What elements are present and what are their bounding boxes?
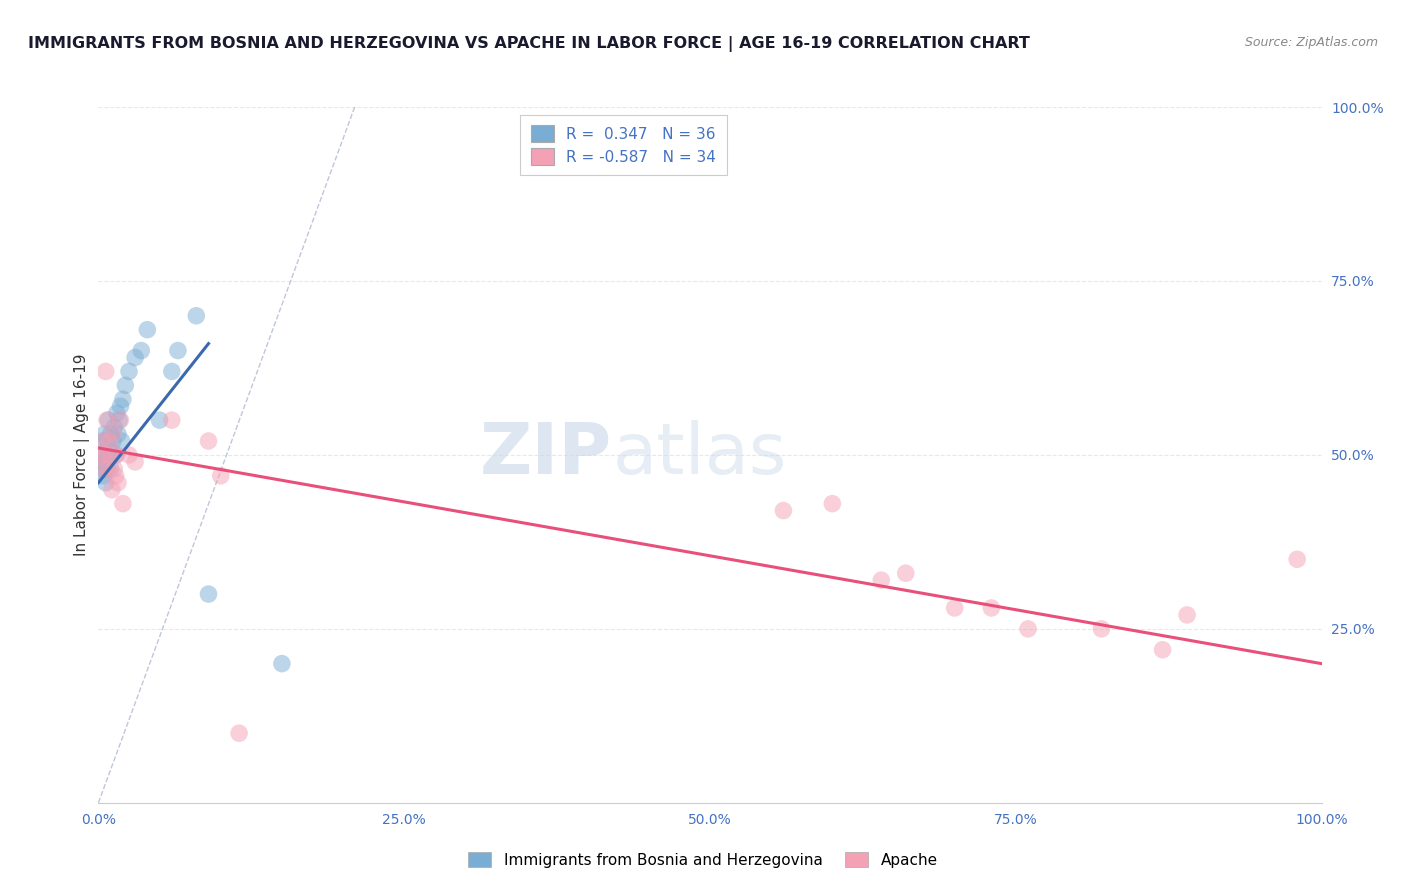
Point <box>1152 642 1174 657</box>
Point <box>114 378 136 392</box>
Point <box>94 475 117 490</box>
Point <box>1286 552 1309 566</box>
Point <box>980 601 1002 615</box>
Point <box>167 343 190 358</box>
Point <box>90 448 112 462</box>
Point <box>100 462 122 476</box>
Text: atlas: atlas <box>612 420 786 490</box>
Point <box>101 427 124 442</box>
Point <box>149 413 172 427</box>
Point <box>111 497 134 511</box>
Point <box>129 343 152 358</box>
Point <box>93 448 115 462</box>
Legend: R =  0.347   N = 36, R = -0.587   N = 34: R = 0.347 N = 36, R = -0.587 N = 34 <box>520 115 727 176</box>
Point <box>772 503 794 517</box>
Point <box>1017 622 1039 636</box>
Point <box>105 448 128 462</box>
Point <box>97 413 120 427</box>
Point <box>111 392 134 407</box>
Point <box>943 601 966 615</box>
Point <box>197 587 219 601</box>
Point <box>110 413 132 427</box>
Point <box>100 448 122 462</box>
Point <box>94 448 117 462</box>
Point <box>111 434 134 448</box>
Point <box>96 462 118 476</box>
Legend: Immigrants from Bosnia and Herzegovina, Apache: Immigrants from Bosnia and Herzegovina, … <box>461 844 945 875</box>
Point <box>93 427 115 442</box>
Point <box>228 726 250 740</box>
Point <box>186 309 208 323</box>
Point <box>209 468 232 483</box>
Point <box>93 455 115 469</box>
Point <box>96 434 118 448</box>
Point <box>104 448 127 462</box>
Point <box>136 323 159 337</box>
Point <box>101 434 124 448</box>
Point <box>97 462 120 476</box>
Point <box>104 468 127 483</box>
Text: ZIP: ZIP <box>479 420 612 490</box>
Point <box>160 413 183 427</box>
Point <box>91 468 114 483</box>
Point <box>197 434 219 448</box>
Y-axis label: In Labor Force | Age 16-19: In Labor Force | Age 16-19 <box>75 353 90 557</box>
Point <box>103 462 125 476</box>
Point <box>100 427 122 442</box>
Text: Source: ZipAtlas.com: Source: ZipAtlas.com <box>1244 36 1378 49</box>
Point <box>105 406 128 420</box>
Point <box>124 455 146 469</box>
Point <box>118 448 141 462</box>
Point <box>160 364 183 378</box>
Point <box>110 399 132 413</box>
Point <box>94 364 117 378</box>
Point <box>98 434 121 448</box>
Point <box>91 434 114 448</box>
Point <box>1175 607 1198 622</box>
Text: IMMIGRANTS FROM BOSNIA AND HERZEGOVINA VS APACHE IN LABOR FORCE | AGE 16-19 CORR: IMMIGRANTS FROM BOSNIA AND HERZEGOVINA V… <box>28 36 1031 52</box>
Point <box>91 462 114 476</box>
Point <box>91 434 114 448</box>
Point <box>270 657 294 671</box>
Point <box>124 351 146 365</box>
Point <box>894 566 917 581</box>
Point <box>91 462 114 476</box>
Point <box>821 497 844 511</box>
Point <box>97 441 120 455</box>
Point <box>103 420 125 434</box>
Point <box>98 448 121 462</box>
Point <box>96 413 118 427</box>
Point <box>118 364 141 378</box>
Point <box>1090 622 1112 636</box>
Point <box>870 573 893 587</box>
Point <box>90 448 112 462</box>
Point <box>107 427 129 442</box>
Point <box>101 483 124 497</box>
Point <box>101 448 124 462</box>
Point <box>107 475 129 490</box>
Point <box>108 413 131 427</box>
